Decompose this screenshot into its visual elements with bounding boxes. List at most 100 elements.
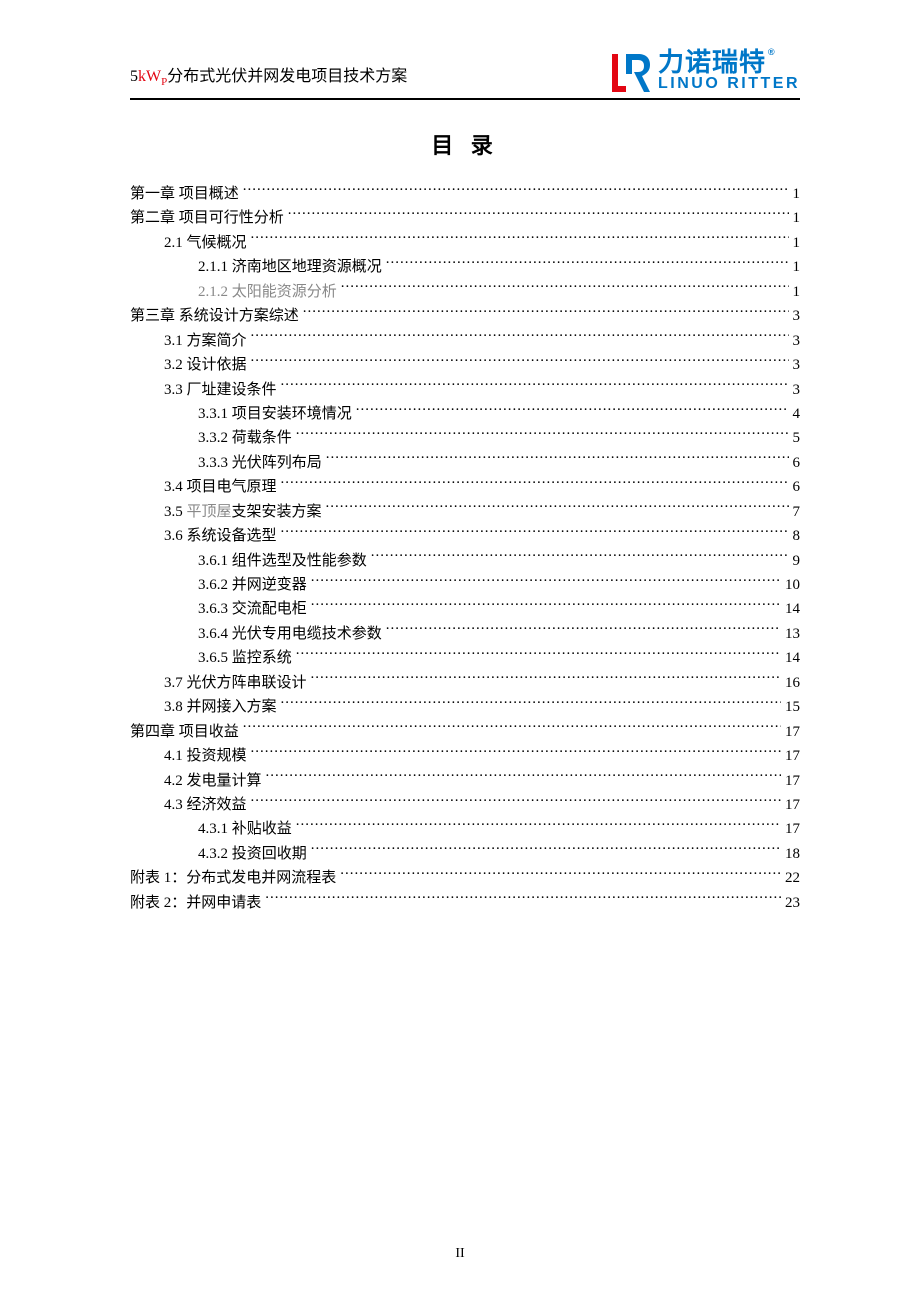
toc-leader-dots: [288, 207, 789, 222]
toc-leader-dots: [326, 452, 789, 467]
toc-label: 3.8 并网接入方案: [164, 695, 277, 719]
toc-entry: 附表 1：分布式发电并网流程表 22: [130, 866, 800, 890]
toc-entry: 3.6.2 并网逆变器10: [130, 573, 800, 597]
toc-leader-dots: [266, 770, 781, 785]
toc-page-number: 4: [793, 402, 801, 426]
toc-label: 2.1.1 济南地区地理资源概况: [198, 255, 382, 279]
toc-page-number: 1: [793, 231, 801, 255]
toc-entry: 3.6 系统设备选型 8: [130, 524, 800, 548]
toc-label: 第一章 项目概述: [130, 182, 239, 206]
toc-leader-dots: [251, 745, 781, 760]
toc-page-number: 13: [785, 622, 800, 646]
toc-entry: 3.6.4 光伏专用电缆技术参数 13: [130, 622, 800, 646]
toc-leader-dots: [296, 647, 781, 662]
toc-page-number: 22: [785, 866, 800, 890]
toc-leader-dots: [311, 574, 781, 589]
toc-label: 3.3.2 荷载条件: [198, 426, 292, 450]
toc-page-number: 1: [793, 182, 801, 206]
toc-page-number: 16: [785, 671, 800, 695]
toc-entry: 3.6.5 监控系统14: [130, 646, 800, 670]
toc-label: 3.6.3 交流配电柜: [198, 597, 307, 621]
toc-entry: 第一章 项目概述 1: [130, 182, 800, 206]
toc-entry: 3.1 方案简介3: [130, 329, 800, 353]
toc-label: 3.6.2 并网逆变器: [198, 573, 307, 597]
toc-leader-dots: [386, 256, 789, 271]
toc-label: 3.6 系统设备选型: [164, 524, 277, 548]
toc-leader-dots: [251, 354, 789, 369]
toc-label: 4.3 经济效益: [164, 793, 247, 817]
toc-page-number: 23: [785, 891, 800, 915]
toc-page-number: 14: [785, 597, 800, 621]
toc-entry: 3.5 平顶屋支架安装方案7: [130, 500, 800, 524]
title-prefix: 5: [130, 68, 138, 85]
toc-leader-dots: [340, 867, 781, 882]
toc-page-number: 17: [785, 720, 800, 744]
toc-label: 4.1 投资规模: [164, 744, 247, 768]
page-header: 5kWP分布式光伏并网发电项目技术方案 力诺瑞特® LINUO RITTER: [130, 48, 800, 100]
title-suffix: 分布式光伏并网发电项目技术方案: [167, 68, 407, 85]
toc-leader-dots: [281, 476, 789, 491]
toc-leader-dots: [251, 232, 789, 247]
toc-label: 2.1 气候概况: [164, 231, 247, 255]
toc-page-number: 3: [793, 378, 801, 402]
toc-leader-dots: [386, 623, 781, 638]
logo-english: LINUO RITTER: [658, 76, 800, 93]
toc-page-number: 17: [785, 769, 800, 793]
toc-entry: 附表 2：并网申请表 23: [130, 891, 800, 915]
toc-entry: 3.3 厂址建设条件 3: [130, 378, 800, 402]
toc-leader-dots: [341, 281, 789, 296]
toc-entry: 2.1.1 济南地区地理资源概况 1: [130, 255, 800, 279]
toc-page-number: 1: [793, 280, 801, 304]
toc-entry: 第四章 项目收益 17: [130, 720, 800, 744]
toc-entry: 3.7 光伏方阵串联设计16: [130, 671, 800, 695]
toc-label: 2.1.2 太阳能资源分析: [198, 280, 337, 304]
toc-label: 3.6.4 光伏专用电缆技术参数: [198, 622, 382, 646]
toc-page-number: 1: [793, 255, 801, 279]
toc-entry: 4.1 投资规模17: [130, 744, 800, 768]
toc-label: 4.3.2 投资回收期: [198, 842, 307, 866]
toc-entry: 3.6.1 组件选型及性能参数9: [130, 549, 800, 573]
toc-page-number: 9: [793, 549, 801, 573]
toc-page-number: 18: [785, 842, 800, 866]
toc-page-number: 8: [793, 524, 801, 548]
document-page: 5kWP分布式光伏并网发电项目技术方案 力诺瑞特® LINUO RITTER 目…: [0, 0, 920, 975]
toc-entry: 第二章 项目可行性分析 1: [130, 206, 800, 230]
page-number: II: [0, 1246, 920, 1262]
toc-entry: 4.3 经济效益 17: [130, 793, 800, 817]
toc-page-number: 6: [793, 475, 801, 499]
toc-page-number: 3: [793, 353, 801, 377]
toc-page-number: 17: [785, 793, 800, 817]
toc-entry: 2.1.2 太阳能资源分析 1: [130, 280, 800, 304]
toc-entry: 4.3.1 补贴收益17: [130, 817, 800, 841]
toc-page-number: 5: [793, 426, 801, 450]
toc-page-number: 3: [793, 304, 801, 328]
toc-leader-dots: [303, 305, 789, 320]
toc-leader-dots: [356, 403, 789, 418]
toc-entry: 3.3.2 荷载条件 5: [130, 426, 800, 450]
toc-leader-dots: [265, 892, 781, 907]
toc-leader-dots: [281, 525, 789, 540]
toc-leader-dots: [296, 427, 789, 442]
toc-label: 3.2 设计依据: [164, 353, 247, 377]
toc-label: 3.4 项目电气原理: [164, 475, 277, 499]
toc-leader-dots: [371, 550, 789, 565]
toc-list: 第一章 项目概述1第二章 项目可行性分析12.1 气候概况12.1.1 济南地区…: [130, 182, 800, 915]
toc-label: 4.2 发电量计算: [164, 769, 262, 793]
toc-label: 第二章 项目可行性分析: [130, 206, 284, 230]
toc-entry: 3.6.3 交流配电柜 14: [130, 597, 800, 621]
toc-label: 3.1 方案简介: [164, 329, 247, 353]
toc-label: 第四章 项目收益: [130, 720, 239, 744]
toc-entry: 3.4 项目电气原理 6: [130, 475, 800, 499]
toc-entry: 3.2 设计依据 3: [130, 353, 800, 377]
toc-label: 第三章 系统设计方案综述: [130, 304, 299, 328]
registered-mark: ®: [768, 47, 776, 57]
toc-page-number: 1: [793, 206, 801, 230]
toc-leader-dots: [296, 818, 781, 833]
toc-label: 3.3.3 光伏阵列布局: [198, 451, 322, 475]
toc-label: 附表 2：并网申请表: [130, 891, 261, 915]
toc-page-number: 7: [793, 500, 801, 524]
toc-entry: 3.3.1 项目安装环境情况4: [130, 402, 800, 426]
toc-entry: 3.3.3 光伏阵列布局6: [130, 451, 800, 475]
toc-label: 附表 1：分布式发电并网流程表: [130, 866, 336, 890]
toc-label: 3.3 厂址建设条件: [164, 378, 277, 402]
